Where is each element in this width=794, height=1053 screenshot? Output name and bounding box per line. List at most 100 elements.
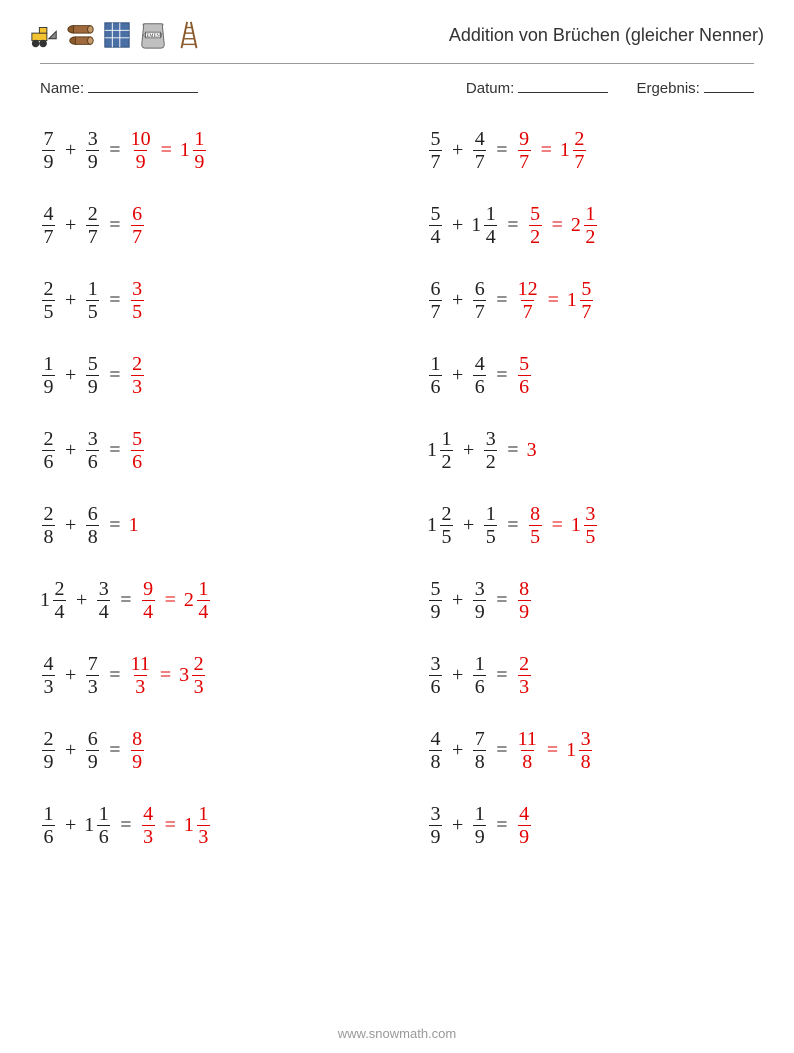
problem: 79+39=109=119: [40, 129, 367, 172]
mixed-number: 212: [571, 204, 599, 247]
fraction: 23: [131, 354, 144, 397]
fraction: 56: [518, 354, 531, 397]
equals-sign: =: [496, 289, 507, 312]
fraction: 69: [86, 729, 99, 772]
equals-sign: =: [552, 214, 563, 237]
plus-operator: +: [65, 289, 76, 312]
worksheet-title: Addition von Brüchen (gleicher Nenner): [449, 25, 764, 46]
mixed-number: 124: [40, 579, 68, 622]
equals-sign: =: [496, 589, 507, 612]
answer-integer: 1: [129, 514, 139, 537]
mixed-number: 138: [566, 729, 594, 772]
equals-sign: =: [120, 814, 131, 837]
fraction: 67: [429, 279, 442, 322]
fraction: 15: [484, 504, 497, 547]
cement-icon: CEMENT: [138, 20, 168, 50]
equals-sign: =: [496, 814, 507, 837]
problem: 125+15=85=135: [427, 504, 754, 547]
problem: 124+34=94=214: [40, 579, 367, 622]
fraction: 16: [473, 654, 486, 697]
header-divider: [40, 63, 754, 64]
fraction: 23: [192, 654, 205, 697]
date-label: Datum:: [466, 80, 514, 97]
fraction: 78: [473, 729, 486, 772]
fraction: 15: [86, 279, 99, 322]
fraction: 27: [573, 129, 586, 172]
fraction: 19: [193, 129, 206, 172]
mixed-number: 125: [427, 504, 455, 547]
fraction: 26: [42, 429, 55, 472]
fraction: 36: [429, 654, 442, 697]
fraction: 25: [42, 279, 55, 322]
fraction: 54: [429, 204, 442, 247]
fraction: 94: [142, 579, 155, 622]
fraction: 48: [429, 729, 442, 772]
fraction: 47: [42, 204, 55, 247]
fraction: 19: [473, 804, 486, 847]
problem: 57+47=97=127: [427, 129, 754, 172]
fraction: 32: [484, 429, 497, 472]
fraction: 25: [440, 504, 453, 547]
fraction: 113: [131, 654, 150, 697]
fraction: 59: [86, 354, 99, 397]
ladder-icon: [174, 20, 204, 50]
fraction: 38: [579, 729, 592, 772]
equals-sign: =: [120, 589, 131, 612]
equals-sign: =: [161, 139, 172, 162]
name-field: Name:: [40, 78, 198, 97]
fraction: 13: [197, 804, 210, 847]
fraction: 39: [86, 129, 99, 172]
fraction: 57: [580, 279, 593, 322]
fraction: 109: [131, 129, 151, 172]
equals-sign: =: [496, 664, 507, 687]
fraction: 89: [131, 729, 144, 772]
fraction: 16: [429, 354, 442, 397]
fraction: 39: [473, 579, 486, 622]
mixed-number: 157: [567, 279, 595, 322]
plus-operator: +: [452, 589, 463, 612]
mixed-number: 135: [571, 504, 599, 547]
fraction: 59: [429, 579, 442, 622]
fraction: 118: [518, 729, 537, 772]
footer-url: www.snowmath.com: [0, 1026, 794, 1041]
plus-operator: +: [463, 439, 474, 462]
bulldozer-icon: [30, 20, 60, 50]
answer-integer: 3: [527, 439, 537, 462]
plus-operator: +: [65, 664, 76, 687]
equals-sign: =: [496, 739, 507, 762]
problem: 67+67=127=157: [427, 279, 754, 322]
problem: 36+16=23: [427, 654, 754, 697]
fraction: 52: [529, 204, 542, 247]
fraction: 56: [131, 429, 144, 472]
problem: 59+39=89: [427, 579, 754, 622]
date-blank: [518, 78, 608, 93]
problem: 25+15=35: [40, 279, 367, 322]
fraction: 79: [42, 129, 55, 172]
problem: 16+46=56: [427, 354, 754, 397]
fraction: 43: [42, 654, 55, 697]
fraction: 47: [473, 129, 486, 172]
fraction: 36: [86, 429, 99, 472]
fraction: 67: [473, 279, 486, 322]
plus-operator: +: [65, 514, 76, 537]
fraction: 85: [529, 504, 542, 547]
fraction: 68: [86, 504, 99, 547]
name-blank: [88, 78, 198, 93]
fraction: 73: [86, 654, 99, 697]
plus-operator: +: [76, 589, 87, 612]
mixed-number: 214: [184, 579, 212, 622]
fraction: 28: [42, 504, 55, 547]
mixed-number: 113: [184, 804, 212, 847]
mixed-number: 127: [560, 129, 588, 172]
fraction: 34: [97, 579, 110, 622]
equals-sign: =: [109, 739, 120, 762]
equals-sign: =: [109, 664, 120, 687]
fraction: 97: [518, 129, 531, 172]
problem: 43+73=113=323: [40, 654, 367, 697]
equals-sign: =: [547, 739, 558, 762]
mixed-number: 114: [471, 204, 499, 247]
equals-sign: =: [109, 289, 120, 312]
plus-operator: +: [65, 814, 76, 837]
result-blank: [704, 78, 754, 93]
name-label: Name:: [40, 80, 84, 97]
